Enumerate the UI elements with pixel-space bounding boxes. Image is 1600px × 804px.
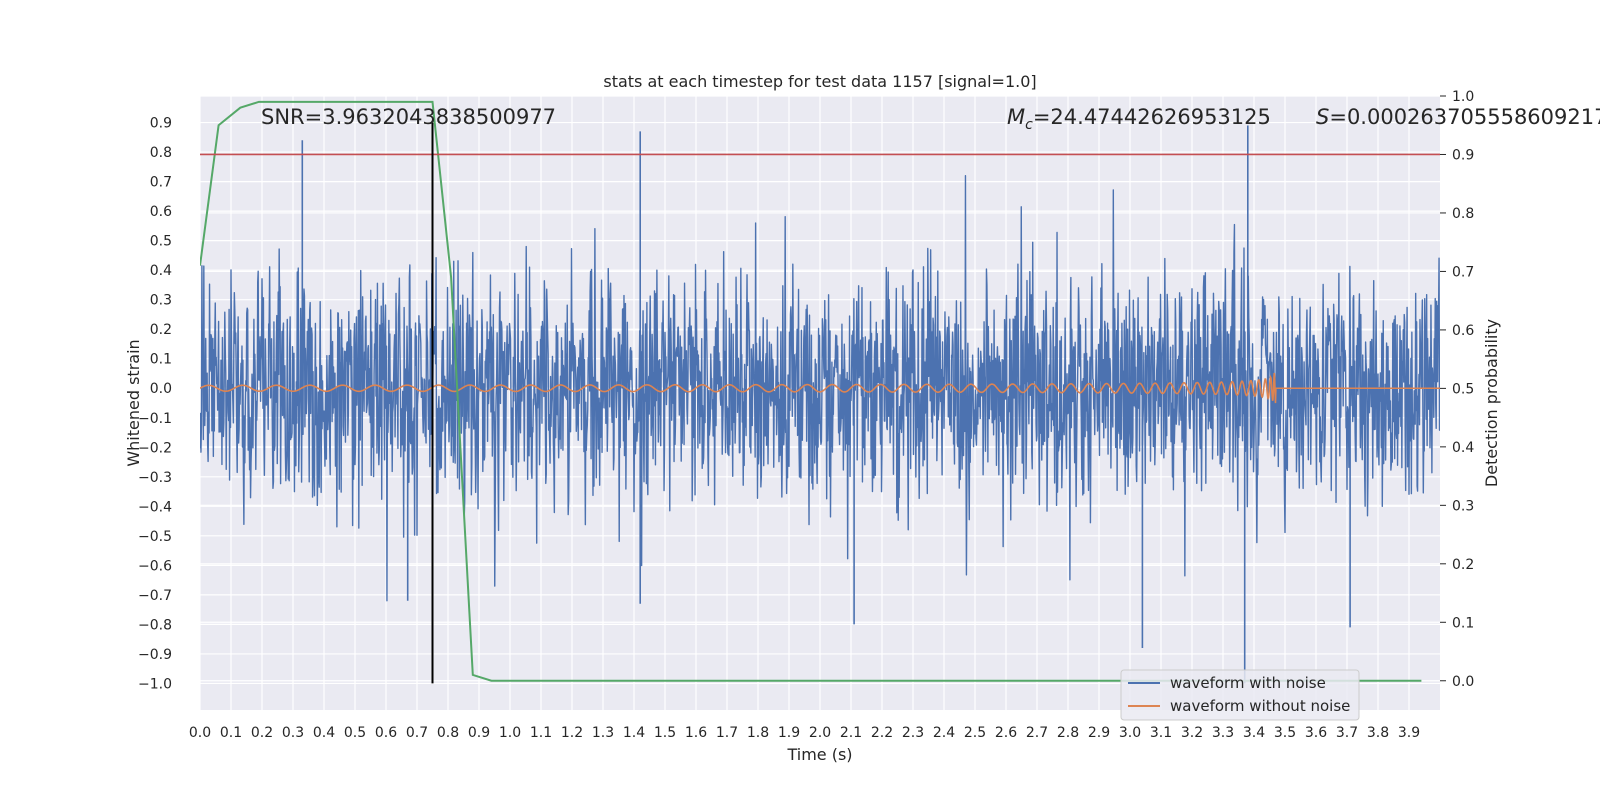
x-tick-label: 0.2	[251, 725, 273, 741]
y-tick-label: 0.8	[150, 145, 172, 161]
x-tick-label: 3.3	[1212, 725, 1234, 741]
x-tick-label: 3.6	[1305, 725, 1327, 741]
x-tick-label: 2.4	[933, 725, 955, 741]
y-tick-label: 0.9	[150, 116, 172, 132]
y-tick-label: −0.1	[138, 411, 172, 427]
y-tick-label: 0.4	[150, 263, 172, 279]
mc-annotation: Mc=24.47442626953125	[1007, 105, 1271, 133]
x-tick-label: 1.8	[747, 725, 769, 741]
y-tick-label: −0.3	[138, 470, 172, 486]
x-tick-label: 3.8	[1367, 725, 1389, 741]
x-tick-label: 3.2	[1181, 725, 1203, 741]
y-tick-label: −0.4	[138, 499, 172, 515]
y2-tick-label: 0.7	[1452, 264, 1474, 280]
x-tick-label: 3.7	[1336, 725, 1358, 741]
x-tick-label: 0.4	[313, 725, 335, 741]
y-tick-label: 0.5	[150, 234, 172, 250]
x-tick-label: 3.1	[1150, 725, 1172, 741]
mc-symbol: M	[1007, 105, 1025, 129]
y-tick-label: 0.6	[150, 204, 172, 220]
y2-axis-label: Detection probability	[1482, 319, 1501, 487]
x-tick-label: 2.6	[995, 725, 1017, 741]
y-tick-label: 0.2	[150, 322, 172, 338]
x-tick-label: 3.5	[1274, 725, 1296, 741]
x-tick-label: 0.6	[375, 725, 397, 741]
x-tick-label: 0.1	[220, 725, 242, 741]
x-tick-label: 1.0	[499, 725, 521, 741]
s-symbol: S	[1316, 105, 1329, 129]
y2-tick-label: 1.0	[1452, 89, 1474, 105]
snr-annotation: SNR=3.9632043838500977	[261, 105, 556, 129]
x-tick-label: 1.3	[592, 725, 614, 741]
x-tick-label: 3.0	[1119, 725, 1141, 741]
x-tick-label: 0.0	[189, 725, 211, 741]
y-tick-label: −0.6	[138, 558, 172, 574]
mc-subscript: c	[1025, 117, 1033, 133]
mc-value: =24.47442626953125	[1033, 105, 1271, 129]
data-layer	[200, 100, 1440, 684]
y2-tick-label: 0.0	[1452, 674, 1474, 690]
x-tick-label: 2.2	[871, 725, 893, 741]
y-tick-label: −1.0	[138, 676, 172, 692]
x-tick-label: 0.8	[437, 725, 459, 741]
legend-box	[1120, 669, 1360, 721]
x-tick-label: 0.5	[344, 725, 366, 741]
y-tick-label: 0.0	[150, 381, 172, 397]
y-axis-label: Whitened strain	[124, 339, 143, 466]
y-tick-label: −0.5	[138, 529, 172, 545]
x-tick-label: 1.6	[685, 725, 707, 741]
s-value: =0.000263705558609217	[1329, 105, 1600, 129]
legend: waveform with noise waveform without noi…	[1120, 669, 1360, 721]
x-tick-label: 1.4	[623, 725, 645, 741]
x-tick-label: 1.7	[716, 725, 738, 741]
legend-label-clean: waveform without noise	[1170, 697, 1350, 715]
y-tick-label: 0.1	[150, 352, 172, 368]
noise-waveform-line	[200, 175, 1440, 602]
x-tick-label: 2.3	[902, 725, 924, 741]
y2-tick-label: 0.1	[1452, 615, 1474, 631]
y-tick-label: 0.7	[150, 175, 172, 191]
x-tick-label: 1.5	[654, 725, 676, 741]
x-tick-label: 0.7	[406, 725, 428, 741]
x-tick-label: 2.7	[1026, 725, 1048, 741]
y2-tick-label: 0.3	[1452, 498, 1474, 514]
y2-tick-label: 0.2	[1452, 557, 1474, 573]
x-tick-label: 2.1	[840, 725, 862, 741]
y-tick-label: −0.7	[138, 588, 172, 604]
x-tick-label: 3.9	[1398, 725, 1420, 741]
clean-waveform-line	[200, 372, 1440, 404]
y-tick-label: 0.3	[150, 293, 172, 309]
detection-probability-line	[200, 100, 1422, 682]
y2-tick-label: 0.6	[1452, 323, 1474, 339]
x-tick-label: 2.0	[809, 725, 831, 741]
x-tick-label: 1.1	[530, 725, 552, 741]
y2-tick-label: 0.9	[1452, 147, 1474, 163]
legend-label-noise: waveform with noise	[1170, 674, 1326, 692]
x-tick-label: 2.9	[1088, 725, 1110, 741]
y-tick-label: −0.2	[138, 440, 172, 456]
x-tick-label: 0.9	[468, 725, 490, 741]
y2-tick-label: 0.8	[1452, 206, 1474, 222]
y2-tick-label: 0.4	[1452, 440, 1474, 456]
x-tick-label: 1.2	[561, 725, 583, 741]
x-tick-label: 1.9	[778, 725, 800, 741]
y-tick-label: −0.9	[138, 647, 172, 663]
x-tick-label: 3.4	[1243, 725, 1265, 741]
x-tick-label: 0.3	[282, 725, 304, 741]
axes: 0.0 0.1 0.2 0.3 0.4 0.5 0.6 0.7 0.8 0.9 1.0 1.1 1.2 1…	[138, 89, 1474, 741]
s-annotation: S=0.000263705558609217	[1316, 105, 1600, 129]
x-tick-label: 2.5	[964, 725, 986, 741]
chart-title: stats at each timestep for test data 115…	[603, 72, 1036, 91]
y2-tick-label: 0.5	[1452, 381, 1474, 397]
x-axis-label: Time (s)	[786, 745, 852, 764]
x-tick-label: 2.8	[1057, 725, 1079, 741]
y-tick-label: −0.8	[138, 617, 172, 633]
